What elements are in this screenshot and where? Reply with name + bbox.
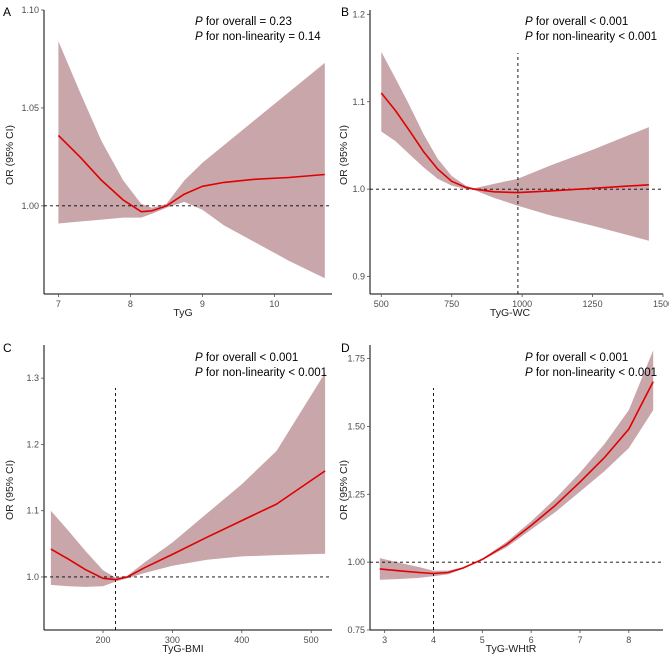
plot-area-a: 7 8 9 10 1.00 1.05 1.10: [21, 5, 332, 309]
or-curve-d: [379, 381, 654, 575]
or-curve-c: [50, 470, 326, 581]
x-tick-label-a: 8: [128, 299, 133, 309]
annotation-overall-b: P for overall < 0.001: [525, 16, 628, 28]
x-axis-title-a: TyG: [173, 307, 192, 319]
x-tick-label-a: 9: [200, 299, 205, 309]
confidence-band-a: [58, 41, 325, 279]
x-tick-label-c: 500: [304, 635, 319, 645]
confidence-band-b: [381, 51, 649, 241]
y-axis-title-a: OR (95% CI): [4, 125, 16, 185]
plot-area-d: 3 4 5 6 7 8 0.75 1.00 1.25 1.50 1.75: [347, 345, 663, 645]
y-tick-label-b: 1.1: [352, 97, 365, 107]
x-axis-title-c: TyG-BMI: [162, 643, 203, 655]
plot-area-c: 200 300 400 500 1.0 1.1 1.2 1.3: [26, 345, 332, 645]
annotation-overall-c: P for overall < 0.001: [195, 352, 298, 364]
annotation-overall-a: P for overall = 0.23: [195, 16, 292, 28]
confidence-band-c: [50, 372, 326, 587]
y-axis-title-c: OR (95% CI): [4, 460, 16, 520]
or-curve-a: [57, 134, 325, 213]
x-tick-label-d: 7: [577, 635, 582, 645]
y-tick-label-d: 1.50: [347, 421, 365, 431]
y-tick-label-d: 0.75: [347, 625, 365, 635]
y-tick-label-a: 1.00: [21, 201, 39, 211]
annotation-nonlinearity-d: P for non-linearity < 0.001: [525, 367, 657, 379]
y-tick-label-b: 0.9: [352, 272, 365, 282]
y-tick-label-d: 1.00: [347, 557, 365, 567]
annotation-nonlinearity-a: P for non-linearity = 0.14: [195, 31, 321, 43]
x-tick-label-d: 8: [626, 635, 631, 645]
panel-a: A 7 8 9 10 1.00 1.05 1.10 P for overall = 0.23…: [3, 5, 332, 319]
panel-c: C 200 300 400 500 1.0 1.1 1.2 1.3 P for overall…: [3, 341, 332, 655]
x-tick-label-a: 7: [56, 299, 61, 309]
x-axis-title-d: TyG-WHtR: [486, 643, 537, 655]
annotation-nonlinearity-b: P for non-linearity < 0.001: [525, 31, 657, 43]
y-tick-label-a: 1.10: [21, 5, 39, 15]
x-tick-label-c: 400: [234, 635, 249, 645]
x-tick-label-b: 750: [444, 299, 459, 309]
annotation-overall-d: P for overall < 0.001: [525, 352, 628, 364]
x-tick-label-d: 3: [382, 635, 387, 645]
x-tick-label-d: 4: [431, 635, 436, 645]
x-tick-label-b: 500: [374, 299, 389, 309]
panel-letter-a: A: [3, 5, 11, 19]
y-tick-label-c: 1.1: [26, 506, 39, 516]
y-axis-title-b: OR (95% CI): [338, 125, 350, 185]
confidence-band-d: [379, 350, 654, 580]
x-tick-label-b: 1000: [512, 299, 532, 309]
x-tick-label-b: 1250: [583, 299, 603, 309]
panel-d: D 3 4 5 6 7 8 0.75 1.00 1.25 1.50 1.75 P for overa…: [338, 341, 663, 655]
x-tick-label-c: 300: [165, 635, 180, 645]
y-tick-label-c: 1.0: [26, 572, 39, 582]
y-tick-label-c: 1.2: [26, 439, 39, 449]
annotation-nonlinearity-c: P for non-linearity < 0.001: [195, 367, 327, 379]
y-tick-label-b: 1.2: [352, 9, 365, 19]
panel-letter-c: C: [3, 341, 12, 355]
y-axis-title-d: OR (95% CI): [338, 460, 350, 520]
or-curve-b: [380, 92, 649, 194]
x-tick-label-c: 200: [95, 635, 110, 645]
x-tick-label-d: 5: [480, 635, 485, 645]
x-tick-label-d: 6: [529, 635, 534, 645]
x-axis-title-b: TyG-WC: [490, 307, 531, 319]
panel-letter-d: D: [341, 341, 350, 355]
y-tick-label-d: 1.75: [347, 354, 365, 364]
x-tick-label-a: 10: [269, 299, 279, 309]
panel-letter-b: B: [341, 5, 349, 19]
y-tick-label-a: 1.05: [21, 103, 39, 113]
y-tick-label-d: 1.25: [347, 489, 365, 499]
y-tick-label-c: 1.3: [26, 373, 39, 383]
y-tick-label-b: 1.0: [352, 184, 365, 194]
